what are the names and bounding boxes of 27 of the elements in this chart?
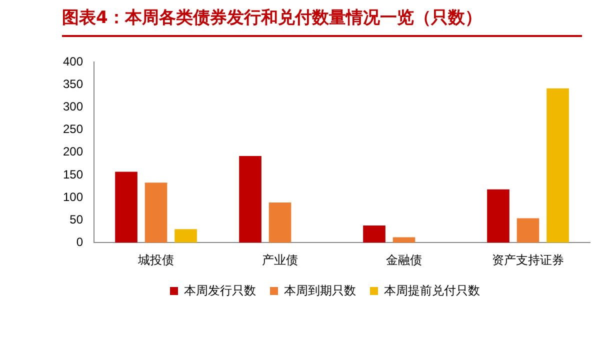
x-tick-label: 产业债 — [262, 253, 298, 268]
y-tick-label: 50 — [70, 212, 84, 226]
x-tick-label: 资产支持证券 — [492, 253, 564, 268]
bar — [115, 172, 138, 243]
bar — [239, 156, 262, 243]
bar — [174, 229, 197, 243]
legend-label: 本周提前兑付只数 — [384, 283, 480, 298]
chart-title: 图表4：本周各类债券发行和兑付数量情况一览（只数） — [62, 6, 582, 37]
y-tick-label: 150 — [62, 167, 84, 182]
y-tick-label: 250 — [62, 122, 84, 136]
bar — [516, 218, 540, 243]
y-tick-label: 300 — [62, 100, 84, 114]
y-tick-label: 0 — [76, 234, 84, 249]
y-tick-label: 400 — [62, 54, 84, 69]
legend-label: 本周到期只数 — [284, 283, 356, 298]
x-tick-label: 城投债 — [137, 253, 174, 268]
bar — [487, 189, 510, 243]
bar — [268, 202, 292, 243]
bar — [392, 237, 416, 243]
x-tick-label: 金融债 — [386, 253, 422, 268]
y-tick-label: 200 — [62, 144, 84, 159]
bar — [363, 225, 386, 243]
y-tick-label: 100 — [62, 190, 84, 204]
bar — [144, 182, 168, 243]
legend-label: 本周发行只数 — [184, 283, 256, 298]
y-tick-label: 350 — [62, 77, 84, 92]
bar — [546, 88, 569, 243]
